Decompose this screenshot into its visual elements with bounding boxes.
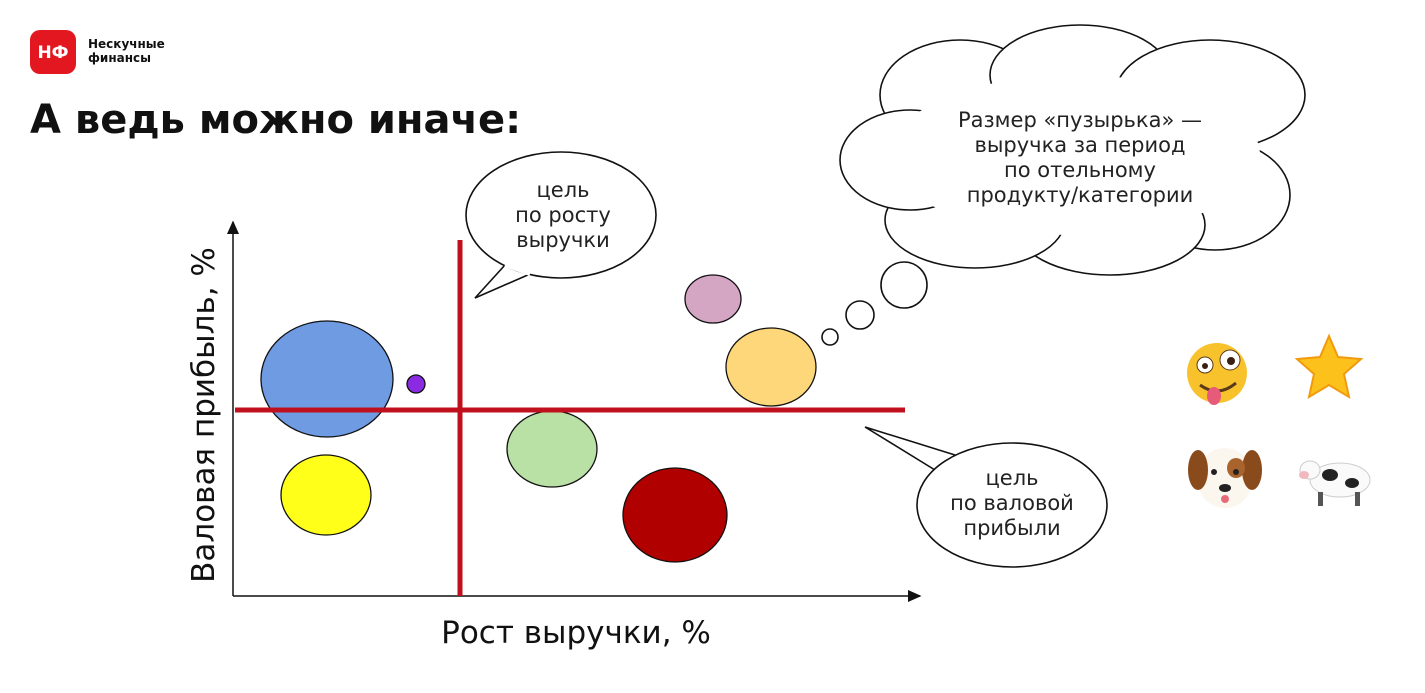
callout-growth: цель по росту выручки bbox=[465, 151, 657, 299]
logo-mark: НФ bbox=[37, 43, 68, 63]
thought-cloud: Размер «пузырька» — выручка за период по… bbox=[821, 24, 1306, 346]
cloud-text: выручка за период bbox=[974, 133, 1185, 157]
emoji-cow bbox=[1299, 460, 1371, 506]
cloud-text: по отельному bbox=[1004, 158, 1156, 182]
slide-title: А ведь можно иначе: bbox=[30, 97, 521, 143]
bubble bbox=[725, 327, 817, 407]
emoji-crazy bbox=[1187, 343, 1247, 405]
callout-margin: цель по валовой прибыли bbox=[864, 426, 1108, 568]
callout-text: цель bbox=[536, 178, 589, 202]
logo-name: Нескучные bbox=[88, 37, 165, 51]
cloud-text: Размер «пузырька» — bbox=[958, 108, 1202, 132]
logo-name: финансы bbox=[88, 51, 151, 65]
bubble bbox=[406, 374, 426, 394]
callout-text: по росту bbox=[515, 203, 611, 227]
callout-text: цель bbox=[985, 466, 1038, 490]
cloud-text: продукту/категории bbox=[967, 183, 1194, 207]
bubble bbox=[622, 467, 728, 563]
x-axis-label: Рост выручки, % bbox=[441, 615, 711, 651]
callout-text: прибыли bbox=[963, 516, 1060, 540]
callout-text: выручки bbox=[516, 228, 609, 252]
bubbles bbox=[260, 274, 817, 563]
y-axis-label: Валовая прибыль, % bbox=[186, 247, 222, 583]
emoji-dog bbox=[1188, 448, 1262, 508]
bubble bbox=[506, 410, 598, 488]
bubble bbox=[684, 274, 742, 324]
bubble bbox=[280, 454, 372, 536]
callout-text: по валовой bbox=[950, 491, 1074, 515]
bubble bbox=[260, 320, 394, 438]
logo-badge bbox=[30, 30, 76, 74]
emoji-star bbox=[1294, 333, 1364, 400]
